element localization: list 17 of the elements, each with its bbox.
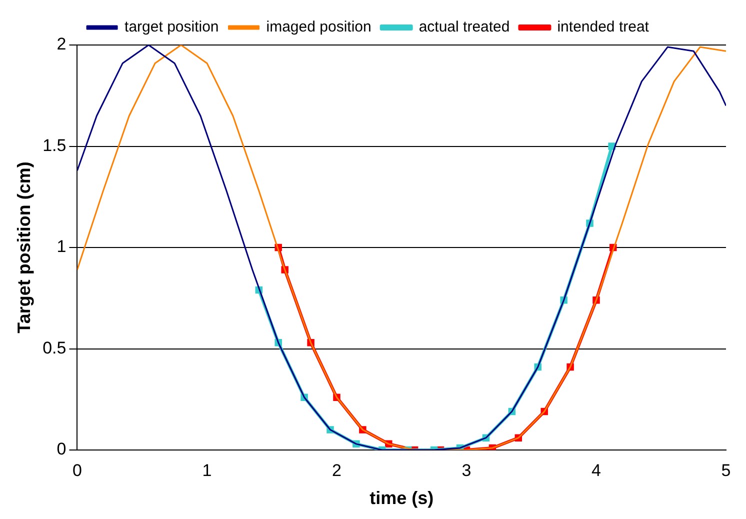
legend-label: target position [124, 18, 219, 36]
x-tick-label: 2 [332, 460, 342, 480]
y-tick-label: 1 [56, 237, 66, 256]
x-tick-label: 0 [72, 460, 82, 480]
y-tick-label: 1.5 [42, 136, 66, 155]
legend-label: imaged position [266, 18, 372, 36]
x-tick-label: 1 [202, 460, 212, 480]
legend-label: actual treated [418, 18, 510, 36]
x-axis-title: time (s) [370, 488, 434, 508]
y-tick-label: 2 [56, 34, 66, 54]
y-tick-label: 0.5 [42, 338, 66, 358]
y-tick-label: 0 [56, 440, 66, 459]
legend-label: intended treat [557, 18, 650, 36]
x-tick-label: 3 [462, 460, 472, 480]
y-axis-title: Target position (cm) [14, 162, 34, 334]
x-tick-label: 4 [592, 460, 601, 480]
x-tick-label: 5 [721, 460, 731, 480]
